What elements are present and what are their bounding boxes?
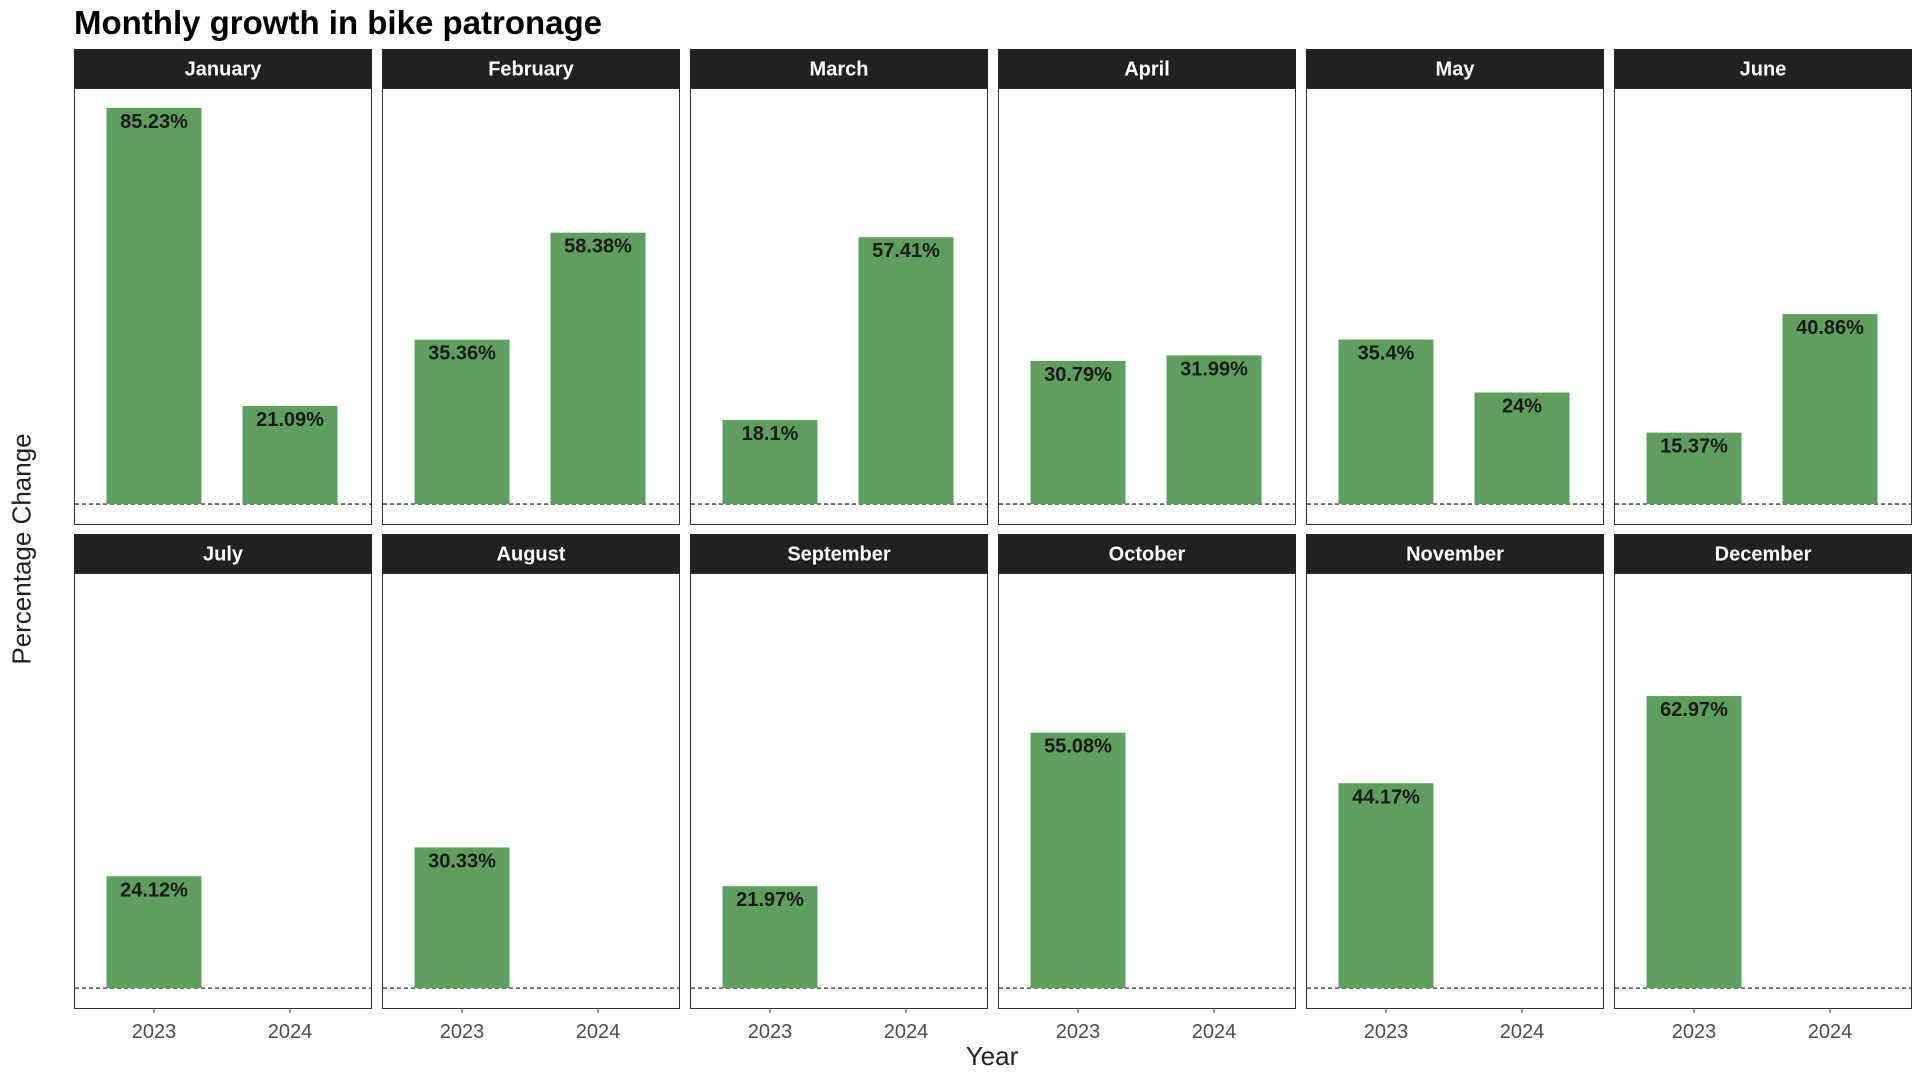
facet-strip-label: December bbox=[1715, 544, 1812, 566]
facet-panel-border bbox=[74, 573, 372, 1009]
bar-value-label: 15.37% bbox=[1660, 436, 1728, 458]
bar-value-label: 57.41% bbox=[872, 240, 940, 262]
bar bbox=[1338, 339, 1434, 505]
x-tick-label: 2023 bbox=[748, 1021, 793, 1043]
facet-strip bbox=[998, 49, 1296, 88]
bar-value-label: 35.4% bbox=[1358, 343, 1415, 365]
facet-strip-label: May bbox=[1436, 59, 1476, 81]
x-tick-label: 2023 bbox=[132, 1021, 177, 1043]
x-tick-label: 2024 bbox=[268, 1021, 313, 1043]
bar bbox=[106, 876, 202, 989]
x-tick-label: 2023 bbox=[1056, 1021, 1101, 1043]
facet-strip bbox=[382, 49, 680, 88]
facet-strip bbox=[1614, 534, 1912, 573]
facet-strip bbox=[74, 534, 372, 573]
facet-strip-label: November bbox=[1406, 544, 1504, 566]
facet-strip-label: August bbox=[497, 544, 566, 566]
x-tick-label: 2024 bbox=[1192, 1021, 1237, 1043]
x-tick-label: 2024 bbox=[1808, 1021, 1853, 1043]
bar bbox=[1166, 355, 1262, 505]
bar-value-label: 35.36% bbox=[428, 343, 496, 365]
facet-panel-border bbox=[1306, 573, 1604, 1009]
bar-value-label: 55.08% bbox=[1044, 736, 1112, 758]
bar bbox=[106, 107, 202, 505]
facet-strip-label: September bbox=[787, 544, 891, 566]
bar bbox=[1030, 732, 1126, 989]
bar-value-label: 30.79% bbox=[1044, 364, 1112, 386]
x-tick-label: 2024 bbox=[576, 1021, 621, 1043]
facet-strip-label: March bbox=[810, 59, 869, 81]
facet-panel-border bbox=[1614, 573, 1912, 1009]
bar-value-label: 21.97% bbox=[736, 889, 804, 911]
bar-value-label: 44.17% bbox=[1352, 786, 1420, 808]
facet-strip-label: June bbox=[1740, 59, 1787, 81]
bar-value-label: 85.23% bbox=[120, 111, 188, 133]
bar-value-label: 30.33% bbox=[428, 850, 496, 872]
bar-value-label: 24% bbox=[1502, 396, 1542, 418]
facet-strip bbox=[1306, 49, 1604, 88]
facet-strip bbox=[690, 49, 988, 88]
bar-value-label: 18.1% bbox=[742, 423, 799, 445]
bar bbox=[1338, 783, 1434, 989]
facet-strip bbox=[382, 534, 680, 573]
facet-panel-border bbox=[690, 88, 988, 525]
facet-strip-label: July bbox=[203, 544, 244, 566]
bar bbox=[1030, 360, 1126, 505]
bar bbox=[550, 232, 646, 505]
bar bbox=[722, 886, 818, 989]
bar-value-label: 21.09% bbox=[256, 409, 324, 431]
facet-panel-border bbox=[690, 573, 988, 1009]
bar bbox=[242, 406, 338, 505]
x-tick-label: 2024 bbox=[1500, 1021, 1545, 1043]
bar bbox=[414, 847, 510, 989]
facet-strip bbox=[1306, 534, 1604, 573]
facet-strip bbox=[74, 49, 372, 88]
facet-panel-border bbox=[74, 88, 372, 525]
bar-value-label: 62.97% bbox=[1660, 699, 1728, 721]
bar bbox=[1474, 392, 1570, 505]
bar bbox=[1646, 696, 1742, 989]
facet-strip-label: April bbox=[1124, 59, 1170, 81]
x-tick-label: 2023 bbox=[440, 1021, 485, 1043]
facet-strip bbox=[690, 534, 988, 573]
facet-strip-label: February bbox=[488, 59, 574, 81]
bar-value-label: 40.86% bbox=[1796, 317, 1864, 339]
bar-value-label: 31.99% bbox=[1180, 358, 1248, 380]
bar bbox=[1782, 314, 1878, 505]
bar bbox=[414, 339, 510, 505]
facet-panel-border bbox=[998, 573, 1296, 1009]
bar bbox=[1646, 432, 1742, 505]
facet-strip-label: October bbox=[1109, 544, 1186, 566]
facet-strip bbox=[1614, 49, 1912, 88]
chart-title: Monthly growth in bike patronage bbox=[74, 4, 602, 41]
bar bbox=[858, 237, 954, 505]
x-tick-label: 2024 bbox=[884, 1021, 929, 1043]
bar-value-label: 58.38% bbox=[564, 236, 632, 258]
bar-value-label: 24.12% bbox=[120, 879, 188, 901]
facet-panel-border bbox=[382, 88, 680, 525]
facet-panel-border bbox=[998, 88, 1296, 525]
facet-strip bbox=[998, 534, 1296, 573]
bar bbox=[722, 419, 818, 505]
x-axis-label: Year bbox=[965, 1041, 1019, 1071]
facet-panel-border bbox=[382, 573, 680, 1009]
x-tick-label: 2023 bbox=[1672, 1021, 1717, 1043]
facet-panel-border bbox=[1306, 88, 1604, 525]
facet-strip-label: January bbox=[185, 59, 263, 81]
x-tick-label: 2023 bbox=[1364, 1021, 1409, 1043]
facet-panel-border bbox=[1614, 88, 1912, 525]
